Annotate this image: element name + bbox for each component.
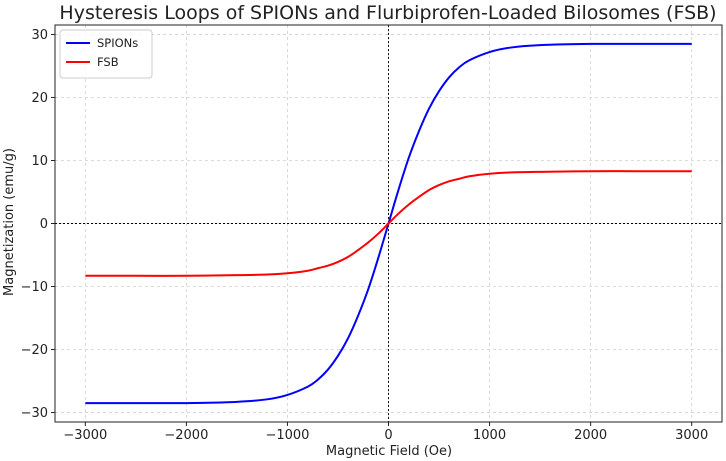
series-line-fsb [85,170,692,277]
legend-label-fsb: FSB [97,55,119,69]
y-tick-label: 20 [31,91,48,106]
y-axis-ticks: −30 −20 −10 0 10 20 30 [21,28,55,421]
series-layer [85,42,692,405]
plot-area [54,24,723,423]
y-axis-label: Magnetization (emu/g) [2,148,17,296]
x-tick-label: −2000 [164,428,208,443]
y-tick-label: 30 [31,28,48,43]
y-tick-label: 0 [40,217,48,232]
y-tick-label: −10 [21,280,48,295]
x-tick-label: 3000 [675,428,708,443]
y-tick-label: 10 [31,154,48,169]
x-tick-label: 0 [384,428,392,443]
x-tick-label: 1000 [473,428,506,443]
chart-title: Hysteresis Loops of SPIONs and Flurbipro… [59,2,716,24]
y-tick-label: −30 [21,406,48,421]
legend-label-spions: SPIONs [97,36,138,50]
x-axis-ticks: −3000 −2000 −1000 0 1000 2000 3000 [63,422,708,443]
x-tick-label: −1000 [265,428,309,443]
x-tick-label: −3000 [63,428,107,443]
x-axis-label: Magnetic Field (Oe) [326,444,452,459]
y-tick-label: −20 [21,343,48,358]
x-tick-label: 2000 [574,428,607,443]
legend: SPIONs FSB [59,29,153,79]
